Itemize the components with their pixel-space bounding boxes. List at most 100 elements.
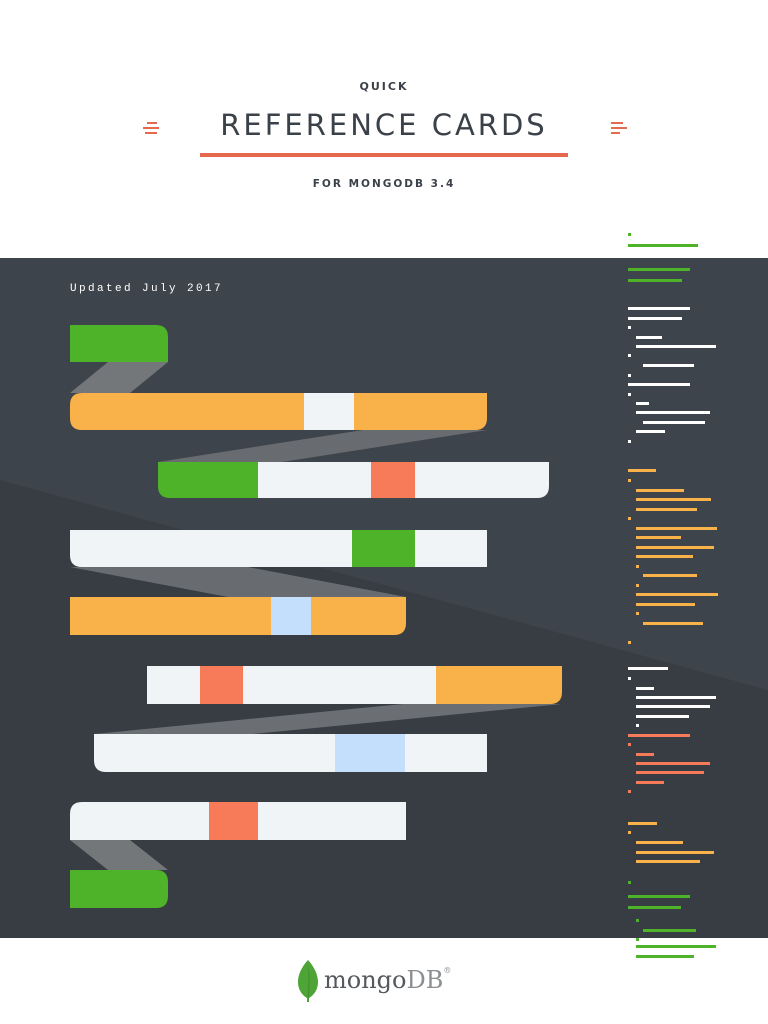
code-line: [636, 919, 639, 922]
code-line: [628, 517, 631, 520]
ribbon-connector: [158, 430, 487, 462]
code-line: [636, 715, 689, 718]
code-line: [628, 393, 631, 396]
code-line: [628, 831, 631, 834]
code-line: [636, 593, 718, 596]
code-line: [643, 929, 696, 932]
bar-3-light-segment: [258, 462, 371, 498]
bar-3-light-end: [415, 462, 549, 498]
bar-4-green-segment: [352, 530, 415, 567]
code-line: [628, 307, 690, 310]
code-line: [636, 841, 683, 844]
bar-2-light-segment: [304, 393, 354, 430]
bar-5-blue-segment: [271, 597, 311, 635]
logo-registered-mark: ®: [443, 966, 452, 975]
code-line: [628, 479, 631, 482]
bar-1: [70, 325, 168, 362]
mongodb-leaf-icon: [298, 960, 318, 1002]
code-line: [628, 641, 631, 644]
code-line: [628, 244, 698, 247]
left-dash-icon: [143, 122, 159, 136]
bar-9: [70, 870, 168, 908]
ribbons: [70, 362, 562, 870]
code-line: [628, 317, 682, 320]
code-line: [636, 430, 665, 433]
code-line: [636, 555, 693, 558]
bar-4-light-segment: [70, 530, 352, 567]
bar-7-light-left: [94, 734, 335, 772]
bar-8: [70, 802, 406, 840]
bar-8-light-left: [70, 802, 209, 840]
code-line: [636, 527, 717, 530]
bar-1-green: [70, 325, 168, 362]
code-line: [628, 326, 631, 329]
code-line: [628, 279, 682, 282]
page-subtitle: FOR MONGODB 3.4: [312, 178, 456, 190]
code-line: [636, 687, 654, 690]
code-line: [628, 374, 631, 377]
bar-5-orange-right: [311, 597, 406, 635]
code-line: [628, 440, 631, 443]
code-line: [636, 565, 639, 568]
bar-3-coral-segment: [371, 462, 415, 498]
code-line: [628, 667, 668, 670]
code-line: [636, 955, 694, 958]
code-line: [636, 696, 716, 699]
code-line: [636, 612, 639, 615]
code-line: [636, 584, 639, 587]
code-line: [636, 781, 664, 784]
code-line: [628, 268, 690, 271]
bar-3-green: [158, 462, 258, 498]
code-line: [643, 622, 703, 625]
ribbon-connector: [70, 362, 168, 393]
logo-wordmark: mongoDB®: [324, 966, 451, 994]
code-line: [636, 411, 710, 414]
code-line: [636, 489, 684, 492]
code-lines-column: [628, 233, 718, 958]
bar-4-light-end: [415, 530, 487, 567]
bar-8-coral-segment: [209, 802, 258, 840]
code-line: [628, 383, 690, 386]
code-line: [636, 508, 697, 511]
code-line: [643, 574, 697, 577]
code-line: [628, 677, 631, 680]
code-line: [636, 345, 716, 348]
ribbon-connector: [70, 840, 168, 870]
bar-8-light-end: [258, 802, 406, 840]
logo-word-mongo: mongo: [324, 966, 407, 994]
code-line: [636, 536, 681, 539]
bar-4: [70, 530, 487, 567]
bar-7: [94, 734, 487, 772]
right-dash-icon: [611, 122, 627, 136]
code-line: [628, 354, 631, 357]
code-line: [636, 771, 704, 774]
updated-date: Updated July 2017: [70, 283, 224, 295]
bar-6-coral-segment: [200, 666, 243, 704]
code-line: [636, 753, 654, 756]
code-line: [636, 705, 710, 708]
header-kicker: QUICK: [359, 80, 409, 93]
code-line: [643, 364, 694, 367]
bar-6-light-middle: [243, 666, 436, 704]
bar-2-orange-right: [354, 393, 487, 430]
code-line: [636, 336, 662, 339]
code-line: [628, 469, 656, 472]
bar-7-light-end: [405, 734, 487, 772]
bar-9-green: [70, 870, 168, 908]
bar-7-blue-segment: [335, 734, 405, 772]
code-line: [643, 421, 705, 424]
ribbon-connector: [94, 704, 562, 734]
code-line: [636, 945, 716, 948]
code-line: [628, 906, 681, 909]
page-title: REFERENCE CARDS: [220, 108, 548, 142]
logo-word-db: DB: [406, 966, 444, 994]
bar-5-orange-left: [70, 597, 271, 635]
bar-2-orange-left: [70, 393, 304, 430]
bar-6: [147, 666, 562, 704]
code-line: [636, 546, 714, 549]
bar-3: [158, 462, 549, 498]
bar-6-orange-end: [436, 666, 562, 704]
code-line: [636, 724, 639, 727]
code-line: [636, 603, 695, 606]
